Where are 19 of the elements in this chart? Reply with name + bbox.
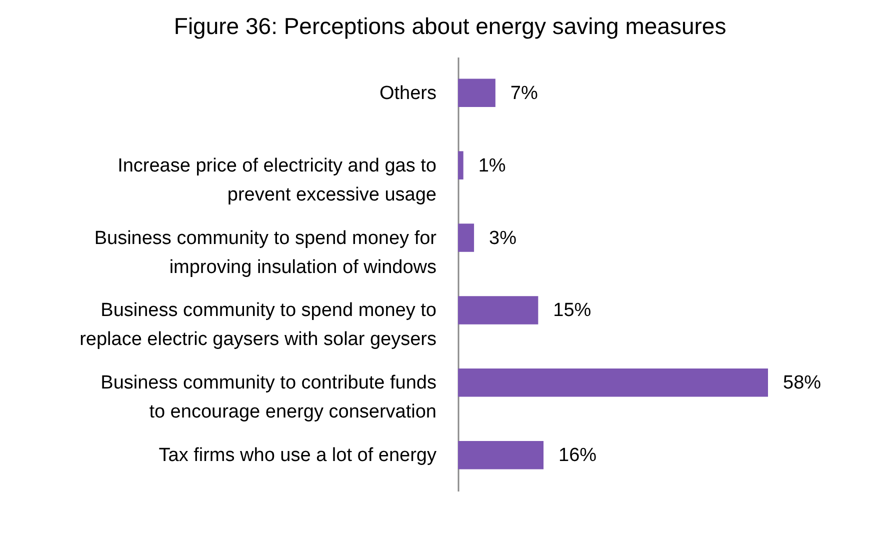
bar bbox=[458, 441, 544, 470]
data-label: 58% bbox=[783, 372, 822, 394]
bar bbox=[458, 296, 538, 324]
bar bbox=[458, 224, 474, 252]
bar bbox=[458, 78, 496, 107]
data-label: 16% bbox=[558, 445, 597, 466]
data-label: 1% bbox=[478, 155, 506, 176]
data-label: 7% bbox=[510, 82, 538, 104]
bar bbox=[458, 368, 768, 397]
y-tick-label: Business community to contribute funds to encourage energy conservation bbox=[100, 372, 436, 423]
data-label: 3% bbox=[489, 228, 517, 249]
bar bbox=[458, 151, 464, 180]
y-tick-label: Increase price of electricity and gas to prevent excessive usage bbox=[118, 155, 436, 206]
y-tick-label: Tax firms who use a lot of energy bbox=[158, 445, 437, 466]
y-tick-label: Business community to spend money for improving insulation of windows bbox=[94, 228, 438, 278]
y-tick-label: Business community to spend money to replace electric gaysers with solar geysers bbox=[80, 300, 436, 350]
y-tick-label: Others bbox=[379, 82, 436, 104]
data-label: 15% bbox=[553, 300, 592, 322]
chart-title: Figure 36: Perceptions about energy saving measures bbox=[174, 13, 726, 39]
